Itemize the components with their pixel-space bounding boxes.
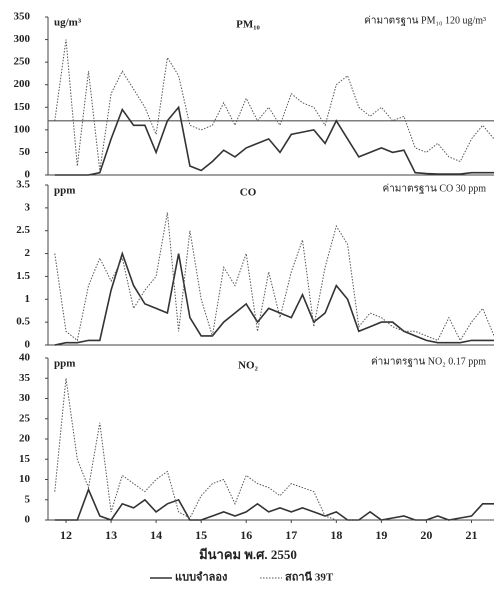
x-axis-label: มีนาคม พ.ศ. 2550: [199, 547, 297, 562]
x-tick-label: 18: [330, 528, 342, 542]
y-unit: ppm: [54, 185, 75, 197]
y-tick-label: 30: [19, 392, 31, 404]
y-tick-label: 0: [25, 339, 31, 351]
series-line: [55, 212, 494, 340]
y-tick-label: 1: [25, 293, 31, 305]
x-tick-label: 15: [195, 528, 207, 542]
standard-note: ค่ามาตรฐาน NO₂ 0.17 ppm: [371, 356, 486, 367]
y-tick-label: 1.5: [16, 270, 30, 282]
y-unit: ppm: [54, 358, 75, 370]
x-tick-label: 19: [375, 528, 387, 542]
y-tick-label: 2: [25, 247, 31, 259]
series-line: [55, 107, 494, 175]
series-line: [55, 254, 494, 345]
y-tick-label: 3: [25, 201, 31, 213]
x-tick-label: 13: [105, 528, 117, 542]
x-tick-label: 20: [420, 528, 432, 542]
standard-note: ค่ามาตรฐาน CO 30 ppm: [382, 183, 486, 194]
y-tick-label: 300: [14, 33, 31, 45]
series-line: [55, 490, 494, 520]
chart: 050100150200250300350ug/m³PM₁₀ค่ามาตรฐาน…: [0, 0, 494, 592]
y-tick-label: 40: [19, 352, 31, 364]
x-tick-label: 21: [465, 528, 477, 542]
y-tick-label: 250: [14, 56, 31, 68]
panel-title: NO₂: [238, 360, 259, 372]
y-tick-label: 200: [14, 78, 31, 90]
y-tick-label: 2.5: [16, 224, 30, 236]
series-line: [55, 40, 494, 171]
y-tick-label: 100: [14, 123, 31, 135]
y-tick-label: 350: [14, 11, 31, 23]
y-tick-label: 3.5: [16, 179, 30, 191]
x-tick-label: 14: [150, 528, 162, 542]
y-tick-label: 5: [25, 493, 31, 505]
y-tick-label: 20: [19, 433, 31, 445]
y-unit: ug/m³: [54, 17, 82, 29]
y-tick-label: 50: [19, 146, 31, 158]
x-tick-label: 12: [60, 528, 72, 542]
y-tick-label: 150: [14, 101, 31, 113]
panel-title: PM₁₀: [236, 19, 260, 31]
y-tick-label: 25: [19, 412, 31, 424]
series-line: [55, 378, 494, 520]
y-tick-label: 0.5: [16, 316, 30, 328]
legend-label: แบบจำลอง: [175, 571, 227, 584]
x-tick-label: 16: [240, 528, 252, 542]
x-tick-label: 17: [285, 528, 297, 542]
y-tick-label: 10: [19, 473, 31, 485]
standard-note: ค่ามาตรฐาน PM₁₀ 120 ug/m³: [364, 15, 486, 26]
y-tick-label: 15: [19, 453, 31, 465]
legend-label: สถานี 39T: [285, 571, 334, 584]
y-tick-label: 35: [19, 372, 31, 384]
panel-title: CO: [240, 187, 257, 199]
y-tick-label: 0: [25, 514, 31, 526]
